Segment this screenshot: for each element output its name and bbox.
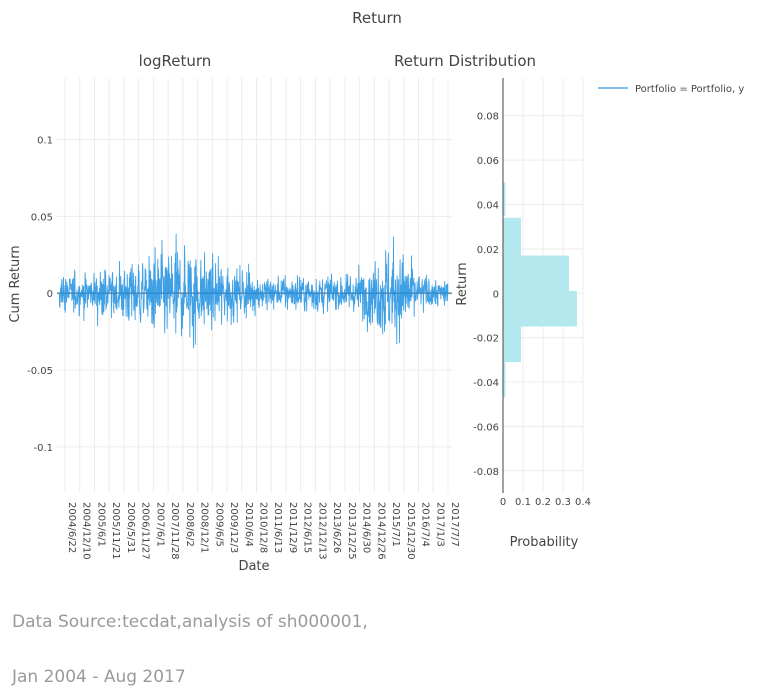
- histogram-bar: [503, 255, 569, 292]
- left-x-tick-label: 2008/6/2: [184, 502, 195, 547]
- right-y-tick-label: 0.02: [477, 245, 499, 256]
- right-chart-title: Return Distribution: [394, 52, 536, 70]
- left-x-tick-label: 2005/6/1: [95, 502, 106, 547]
- right-y-tick-label: -0.08: [473, 467, 499, 478]
- right-x-tick-label: 0: [500, 497, 506, 508]
- right-y-tick-label: 0.04: [477, 200, 499, 211]
- series-line-portfolio: [58, 233, 449, 349]
- left-x-tick-label: 2009/6/5: [213, 502, 224, 547]
- left-x-tick-label: 2006/5/31: [125, 502, 136, 553]
- right-y-tick-label: -0.02: [473, 334, 499, 345]
- left-x-tick-label: 2008/12/1: [199, 502, 210, 553]
- right-y-tick-label: -0.06: [473, 422, 499, 433]
- right-y-tick-label: 0: [493, 289, 499, 300]
- figure-title: Return: [352, 9, 402, 27]
- left-x-tick-label: 2005/11/21: [110, 502, 121, 560]
- right-x-tick-label: 0.4: [575, 497, 591, 508]
- left-x-tick-label: 2007/6/1: [154, 502, 165, 547]
- right-y-tick-label: -0.04: [473, 378, 499, 389]
- left-x-tick-label: 2016/7/4: [420, 502, 431, 547]
- right-y-tick-label: 0.08: [477, 112, 499, 123]
- left-x-tick-label: 2007/11/28: [169, 502, 180, 560]
- histogram-bar: [503, 291, 577, 327]
- left-y-axis-label: Cum Return: [8, 245, 23, 322]
- histogram-bar: [503, 362, 506, 398]
- histogram-bar: [503, 326, 521, 363]
- left-y-tick-label: -0.1: [33, 443, 53, 454]
- left-x-tick-label: 2017/7/7: [449, 502, 460, 547]
- histogram-bar: [503, 182, 506, 216]
- right-x-tick-label: 0.1: [515, 497, 531, 508]
- right-y-tick-label: 0.06: [477, 156, 499, 167]
- left-x-tick-label: 2004/6/22: [66, 502, 77, 553]
- left-x-tick-label: 2013/12/25: [346, 502, 357, 560]
- right-x-axis-label: Probability: [510, 535, 579, 550]
- legend[interactable]: Portfolio = Portfolio, y: [598, 84, 744, 95]
- left-x-tick-label: 2011/12/9: [287, 502, 298, 553]
- histogram-bar: [503, 217, 521, 256]
- left-x-tick-label: 2014/12/26: [375, 502, 386, 560]
- left-x-tick-label: 2014/6/30: [361, 502, 372, 553]
- right-plot-area: 0 0.1 0.2 0.3 0.4 0.08 0.06 0.04 0.02 0 -0.02 -0.04…: [473, 78, 591, 508]
- left-x-tick-label: 2017/1/3: [434, 502, 445, 547]
- right-y-axis-label: Return: [455, 262, 470, 305]
- left-y-tick-label: 0.1: [37, 135, 53, 146]
- left-x-tick-label: 2004/12/10: [81, 502, 92, 560]
- legend-label: Portfolio = Portfolio, y: [635, 84, 744, 95]
- left-chart-title: logReturn: [139, 52, 212, 70]
- left-x-axis-label: Date: [238, 559, 269, 574]
- right-x-tick-label: 0.3: [555, 497, 571, 508]
- left-x-tick-label: 2012/12/13: [316, 502, 327, 560]
- left-x-tick-label: 2011/6/13: [272, 502, 283, 553]
- left-y-tick-label: 0.05: [31, 212, 53, 223]
- left-x-tick-label: 2006/11/27: [140, 502, 151, 560]
- data-source-note: Data Source:tecdat,analysis of sh000001,: [12, 612, 368, 632]
- left-y-tick-label: 0: [47, 289, 53, 300]
- left-x-tick-label: 2012/6/15: [302, 502, 313, 553]
- left-x-tick-label: 2010/6/4: [243, 502, 254, 547]
- left-x-tick-label: 2013/6/26: [331, 502, 342, 553]
- left-x-tick-label: 2015/7/1: [390, 502, 401, 547]
- left-x-tick-label: 2015/12/30: [405, 502, 416, 560]
- left-x-tick-label: 2009/12/3: [228, 502, 239, 553]
- right-x-tick-label: 0.2: [535, 497, 551, 508]
- left-x-tick-label: 2010/12/8: [258, 502, 269, 553]
- left-y-tick-label: -0.05: [27, 366, 53, 377]
- date-range-note: Jan 2004 - Aug 2017: [12, 667, 186, 687]
